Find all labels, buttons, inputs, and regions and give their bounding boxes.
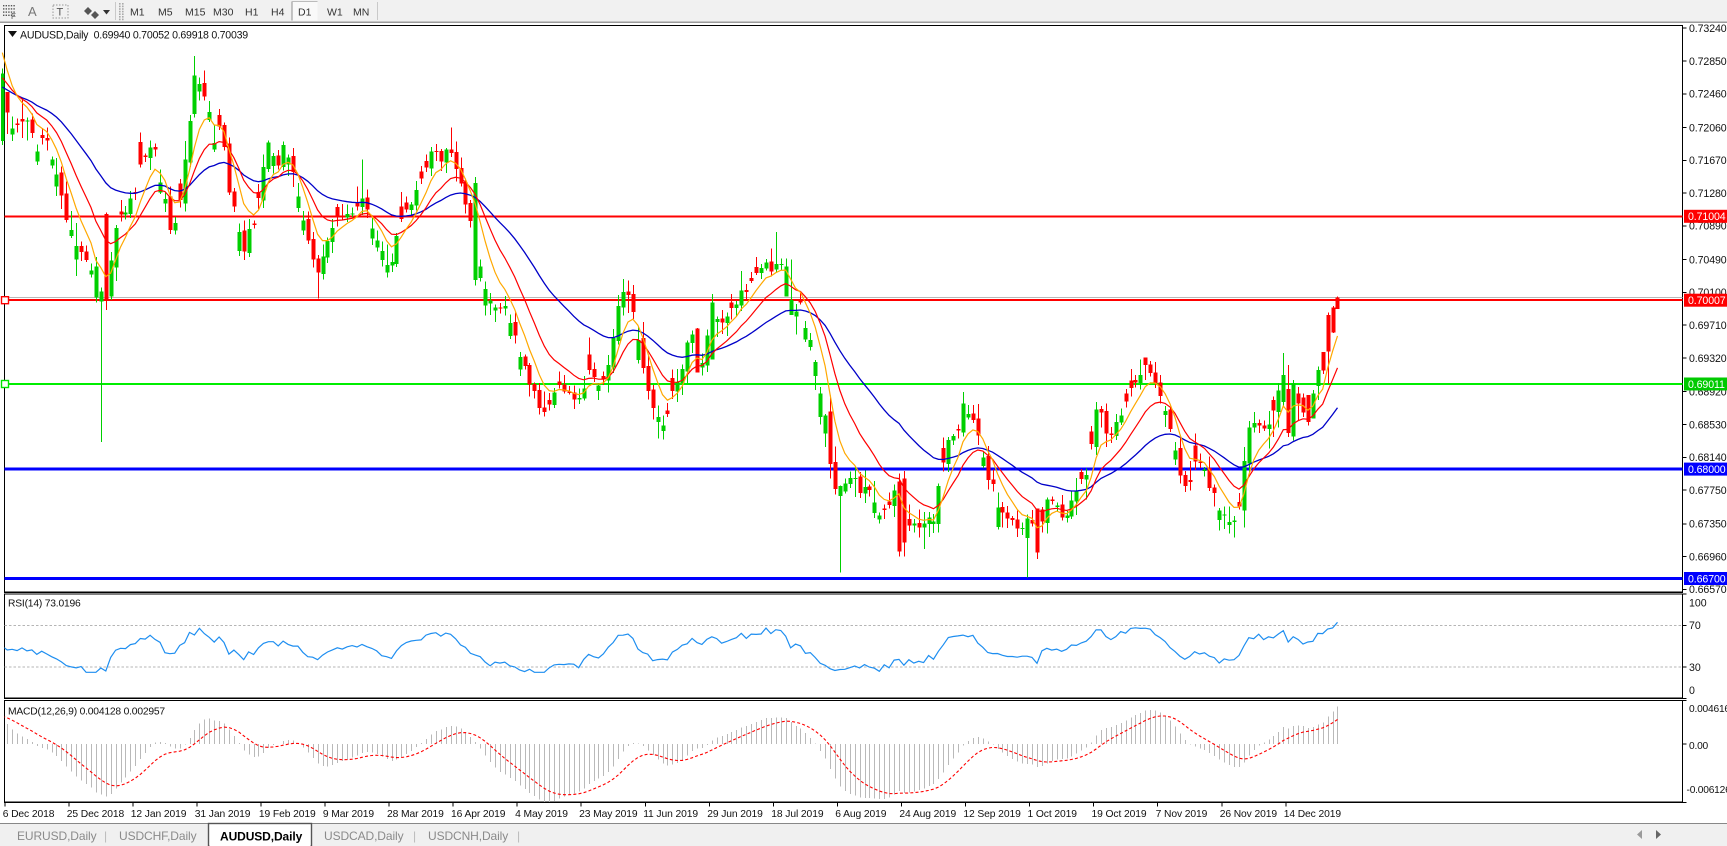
svg-text:0.70007: 0.70007 bbox=[1688, 295, 1726, 307]
svg-text:0.68140: 0.68140 bbox=[1689, 452, 1727, 464]
svg-text:0.71280: 0.71280 bbox=[1689, 188, 1727, 200]
svg-text:0.66960: 0.66960 bbox=[1689, 551, 1727, 563]
svg-text:MN: MN bbox=[353, 7, 369, 19]
svg-text:0.66570: 0.66570 bbox=[1689, 584, 1727, 596]
svg-text:W1: W1 bbox=[327, 7, 343, 19]
svg-text:0.67350: 0.67350 bbox=[1689, 519, 1727, 531]
svg-text:25 Dec 2018: 25 Dec 2018 bbox=[67, 809, 125, 820]
svg-text:USDCAD,Daily: USDCAD,Daily bbox=[324, 829, 404, 843]
svg-text:A: A bbox=[28, 4, 37, 19]
svg-text:0.68530: 0.68530 bbox=[1689, 419, 1727, 431]
svg-text:0.71670: 0.71670 bbox=[1689, 155, 1727, 167]
svg-text:USDCHF,Daily: USDCHF,Daily bbox=[119, 829, 197, 843]
svg-text:M30: M30 bbox=[213, 7, 234, 19]
svg-text:14 Dec 2019: 14 Dec 2019 bbox=[1284, 809, 1342, 820]
svg-text:4 May 2019: 4 May 2019 bbox=[515, 809, 568, 820]
svg-text:AUDUSD,Daily: AUDUSD,Daily bbox=[220, 830, 303, 844]
svg-text:9 Mar 2019: 9 Mar 2019 bbox=[323, 809, 374, 820]
svg-text:30: 30 bbox=[1689, 662, 1701, 674]
svg-text:0.004616: 0.004616 bbox=[1689, 704, 1727, 715]
svg-text:19 Oct 2019: 19 Oct 2019 bbox=[1092, 809, 1147, 820]
svg-text:28 Mar 2019: 28 Mar 2019 bbox=[387, 809, 444, 820]
svg-text:AUDUSD,Daily 0.69940 0.70052: AUDUSD,Daily 0.69940 0.70052 0.69918 0.7… bbox=[20, 30, 248, 42]
svg-text:M15: M15 bbox=[185, 7, 206, 19]
svg-text:M1: M1 bbox=[130, 7, 145, 19]
svg-text:|: | bbox=[517, 829, 520, 843]
svg-text:|: | bbox=[413, 829, 416, 843]
svg-text:1 Oct 2019: 1 Oct 2019 bbox=[1028, 809, 1078, 820]
svg-text:D1: D1 bbox=[298, 7, 312, 19]
svg-text:29 Jun 2019: 29 Jun 2019 bbox=[707, 809, 763, 820]
svg-text:0.68000: 0.68000 bbox=[1688, 464, 1726, 476]
svg-text:0.00: 0.00 bbox=[1689, 741, 1709, 752]
svg-text:19 Feb 2019: 19 Feb 2019 bbox=[259, 809, 316, 820]
svg-text:F: F bbox=[11, 12, 16, 21]
svg-text:M5: M5 bbox=[158, 7, 173, 19]
svg-text:EURUSD,Daily: EURUSD,Daily bbox=[17, 829, 97, 843]
svg-text:|: | bbox=[104, 829, 107, 843]
svg-text:6 Aug 2019: 6 Aug 2019 bbox=[835, 809, 886, 820]
svg-text:MACD(12,26,9) 0.004128 0.00295: MACD(12,26,9) 0.004128 0.002957 bbox=[8, 707, 165, 718]
svg-text:16 Apr 2019: 16 Apr 2019 bbox=[451, 809, 506, 820]
svg-text:26 Nov 2019: 26 Nov 2019 bbox=[1220, 809, 1278, 820]
svg-text:0.69320: 0.69320 bbox=[1689, 353, 1727, 365]
svg-text:0.71004: 0.71004 bbox=[1688, 211, 1726, 223]
svg-text:6 Dec 2018: 6 Dec 2018 bbox=[3, 809, 55, 820]
svg-text:RSI(14) 73.0196: RSI(14) 73.0196 bbox=[8, 599, 81, 610]
svg-text:0.72460: 0.72460 bbox=[1689, 89, 1727, 101]
svg-text:0.72060: 0.72060 bbox=[1689, 122, 1727, 134]
svg-text:T: T bbox=[57, 7, 64, 19]
svg-text:7 Nov 2019: 7 Nov 2019 bbox=[1156, 809, 1208, 820]
svg-text:31 Jan 2019: 31 Jan 2019 bbox=[195, 809, 251, 820]
svg-text:-0.006126: -0.006126 bbox=[1687, 785, 1727, 796]
svg-text:24 Aug 2019: 24 Aug 2019 bbox=[899, 809, 956, 820]
svg-text:H4: H4 bbox=[271, 7, 285, 19]
svg-text:12 Sep 2019: 12 Sep 2019 bbox=[963, 809, 1021, 820]
svg-text:0.73240: 0.73240 bbox=[1689, 23, 1727, 35]
svg-text:0: 0 bbox=[1689, 685, 1695, 697]
svg-text:12 Jan 2019: 12 Jan 2019 bbox=[131, 809, 187, 820]
svg-text:23 May 2019: 23 May 2019 bbox=[579, 809, 638, 820]
svg-text:0.70490: 0.70490 bbox=[1689, 254, 1727, 266]
svg-text:18 Jul 2019: 18 Jul 2019 bbox=[771, 809, 824, 820]
svg-text:0.67750: 0.67750 bbox=[1689, 485, 1727, 497]
svg-text:0.69710: 0.69710 bbox=[1689, 320, 1727, 332]
svg-text:11 Jun 2019: 11 Jun 2019 bbox=[643, 809, 698, 820]
svg-text:0.66700: 0.66700 bbox=[1688, 573, 1726, 585]
svg-text:0.72850: 0.72850 bbox=[1689, 56, 1727, 68]
svg-text:H1: H1 bbox=[245, 7, 259, 19]
svg-text:70: 70 bbox=[1689, 620, 1701, 632]
svg-text:0.69011: 0.69011 bbox=[1688, 379, 1725, 391]
svg-text:100: 100 bbox=[1689, 598, 1707, 610]
svg-text:0.70890: 0.70890 bbox=[1689, 221, 1727, 233]
svg-text:USDCNH,Daily: USDCNH,Daily bbox=[428, 829, 508, 843]
